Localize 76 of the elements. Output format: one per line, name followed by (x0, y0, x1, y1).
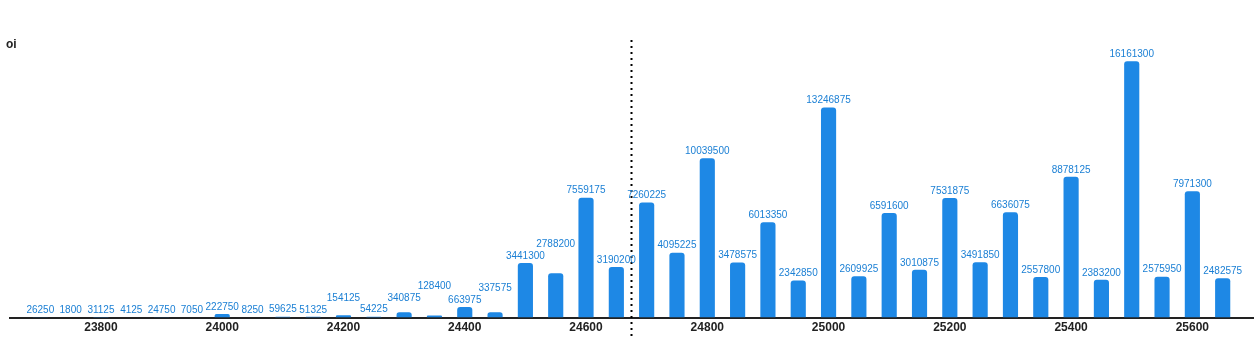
data-label: 6636075 (990, 199, 1031, 211)
data-label: 3441300 (505, 249, 546, 261)
data-label: 13246875 (806, 94, 852, 106)
bar (669, 252, 685, 318)
data-label: 31125 (87, 303, 115, 315)
data-label: 59625 (268, 303, 298, 315)
x-tick-label: 25400 (1054, 320, 1089, 335)
data-label: 2788200 (536, 238, 576, 250)
bar (760, 222, 776, 318)
data-label: 7559175 (566, 184, 606, 196)
bar (1154, 276, 1170, 318)
data-label: 2383200 (1081, 266, 1122, 278)
x-tick-label: 25600 (1175, 320, 1210, 335)
data-label: 3190200 (596, 253, 637, 265)
data-label: 54225 (359, 303, 389, 315)
bar (851, 276, 867, 318)
x-tick-label: 24200 (326, 320, 361, 335)
bar (1215, 278, 1231, 318)
data-label: 337575 (478, 282, 513, 293)
annotation: oi (6, 37, 17, 52)
bar (457, 307, 473, 318)
data-label: 7260225 (627, 189, 667, 201)
data-label: 2557800 (1021, 263, 1061, 275)
data-label: 7971300 (1172, 177, 1213, 189)
data-label: 2609925 (839, 262, 879, 274)
data-label: 8878125 (1051, 163, 1091, 175)
data-label: 4125 (120, 304, 143, 316)
data-label: 7531875 (930, 184, 970, 196)
x-tick-label: 24000 (205, 320, 240, 335)
bar (699, 158, 715, 318)
data-label: 340875 (387, 291, 422, 303)
data-label: 2575950 (1142, 263, 1182, 275)
x-tick-label: 24400 (448, 320, 482, 335)
bar (608, 266, 624, 318)
x-tick-label: 25000 (811, 320, 846, 335)
data-label: 3478575 (718, 249, 758, 261)
bar (1093, 279, 1109, 318)
bar (942, 198, 958, 318)
bar (639, 202, 655, 318)
x-tick-label: 24800 (690, 320, 725, 335)
data-label: 6013350 (748, 208, 788, 220)
bar (517, 263, 533, 318)
data-label: 128400 (417, 280, 452, 292)
data-label: 154125 (326, 291, 361, 303)
bar (1124, 61, 1140, 318)
data-label: 10039500 (685, 145, 730, 157)
bar (972, 262, 988, 318)
bar (1063, 176, 1079, 318)
x-tick-label: 25200 (933, 320, 967, 335)
bar (578, 197, 594, 318)
bar (881, 213, 897, 318)
data-label: 3010875 (900, 256, 940, 268)
data-label: 6591600 (869, 199, 910, 211)
data-label: 51325 (299, 303, 328, 315)
data-label: 1800 (59, 304, 83, 316)
x-tick-label: 23800 (84, 320, 118, 335)
data-label: 7050 (180, 304, 204, 316)
data-label: 2342850 (778, 267, 819, 279)
data-label: 16161300 (1109, 47, 1155, 59)
data-label: 222750 (205, 300, 240, 312)
bar (1033, 277, 1049, 318)
data-label: 8250 (241, 304, 265, 316)
data-label: 663975 (448, 293, 482, 305)
bar (1184, 191, 1200, 318)
bar (730, 262, 746, 318)
bar (820, 107, 837, 318)
bar (1002, 212, 1019, 318)
bar (790, 280, 806, 318)
bar (548, 273, 564, 318)
bar (911, 269, 928, 318)
data-label: 24750 (147, 303, 176, 315)
data-label: 3491850 (960, 248, 1001, 260)
x-tick-label: 24600 (569, 320, 604, 335)
data-label: 4095225 (657, 239, 697, 251)
data-label: 26250 (26, 303, 55, 315)
data-label: 2482575 (1203, 264, 1243, 276)
